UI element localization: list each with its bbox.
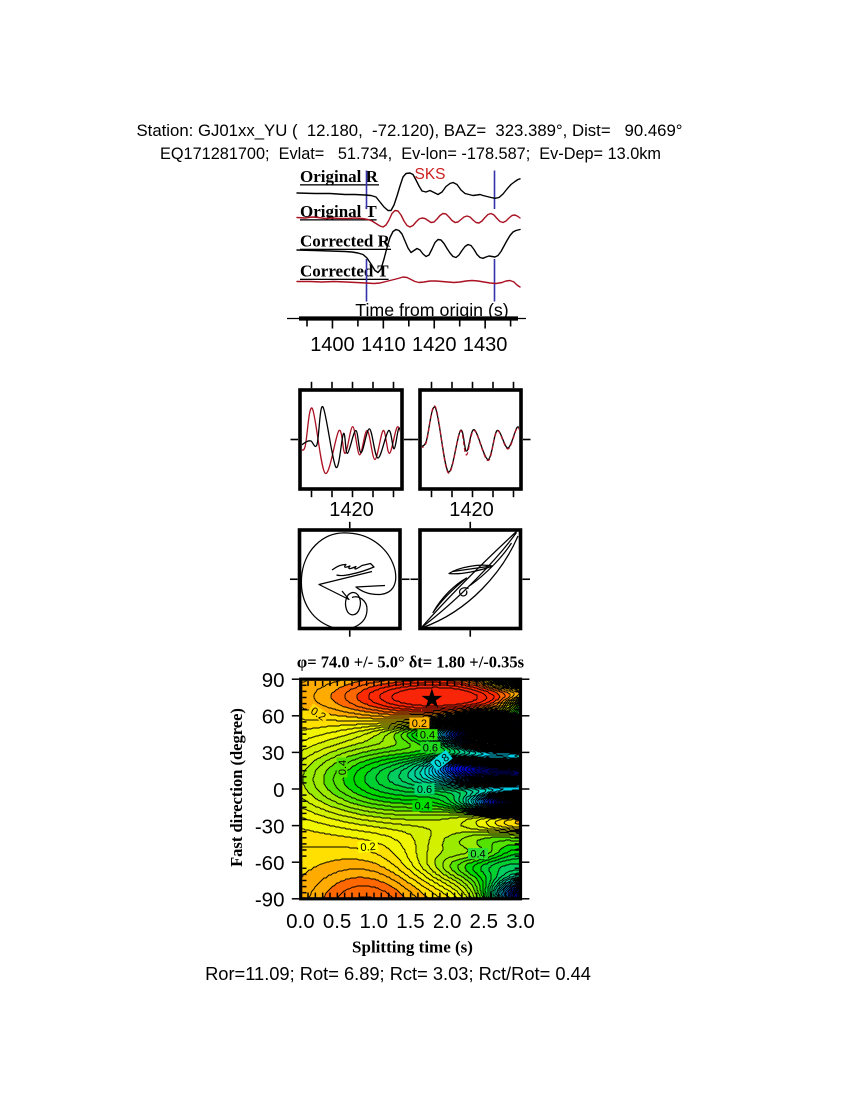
svg-text:0.4: 0.4	[415, 801, 430, 813]
svg-text:1430: 1430	[463, 334, 508, 356]
svg-text:2.5: 2.5	[470, 910, 499, 933]
svg-text:Ror=11.09; Rot= 6.89; Rct= 3.0: Ror=11.09; Rot= 6.89; Rct= 3.03; Rct/Rot…	[205, 963, 591, 984]
svg-text:Original T: Original T	[300, 202, 377, 221]
svg-text:Corrected R: Corrected R	[300, 232, 391, 251]
svg-text:SKS: SKS	[415, 166, 446, 183]
svg-text:0.4: 0.4	[470, 849, 485, 861]
svg-text:90: 90	[262, 669, 285, 692]
svg-text:Fast direction (degree): Fast direction (degree)	[227, 708, 246, 867]
svg-text:0.4: 0.4	[420, 730, 435, 742]
svg-text:0.4: 0.4	[337, 760, 349, 775]
svg-text:1420: 1420	[329, 499, 374, 521]
svg-text:0.2: 0.2	[360, 841, 376, 854]
svg-text:0.2: 0.2	[412, 718, 427, 730]
svg-text:-30: -30	[255, 815, 285, 838]
svg-text:EQ171281700; Evlat= 51.734,: EQ171281700; Evlat= 51.734, Ev-lon= -178…	[160, 145, 661, 163]
svg-text:0.0: 0.0	[286, 910, 315, 933]
svg-text:0.5: 0.5	[323, 910, 352, 933]
svg-text:1400: 1400	[310, 334, 355, 356]
svg-text:3.0: 3.0	[506, 910, 535, 933]
svg-text:1.0: 1.0	[360, 910, 389, 933]
svg-text:Splitting time (s): Splitting time (s)	[352, 938, 473, 957]
svg-text:1.5: 1.5	[396, 910, 425, 933]
svg-text:Original R: Original R	[300, 167, 379, 186]
svg-text:0.6: 0.6	[417, 784, 432, 796]
svg-text:Station: GJ01xx_YU ( 12.180,: Station: GJ01xx_YU ( 12.180, -72.120), B…	[137, 121, 683, 140]
svg-text:2.0: 2.0	[433, 910, 462, 933]
svg-text:60: 60	[262, 706, 285, 729]
svg-text:φ= 74.0 +/- 5.0° δt= 1.80 +/-0: φ= 74.0 +/- 5.0° δt= 1.80 +/-0.35s	[297, 653, 525, 672]
svg-text:0.6: 0.6	[423, 742, 438, 754]
svg-text:-60: -60	[255, 852, 285, 875]
svg-text:1420: 1420	[412, 334, 457, 356]
svg-text:1420: 1420	[449, 499, 494, 521]
svg-text:1410: 1410	[361, 334, 406, 356]
svg-text:-90: -90	[255, 889, 285, 912]
svg-text:30: 30	[262, 742, 285, 765]
svg-text:0: 0	[273, 779, 284, 802]
svg-text:Time from origin (s): Time from origin (s)	[355, 300, 508, 320]
